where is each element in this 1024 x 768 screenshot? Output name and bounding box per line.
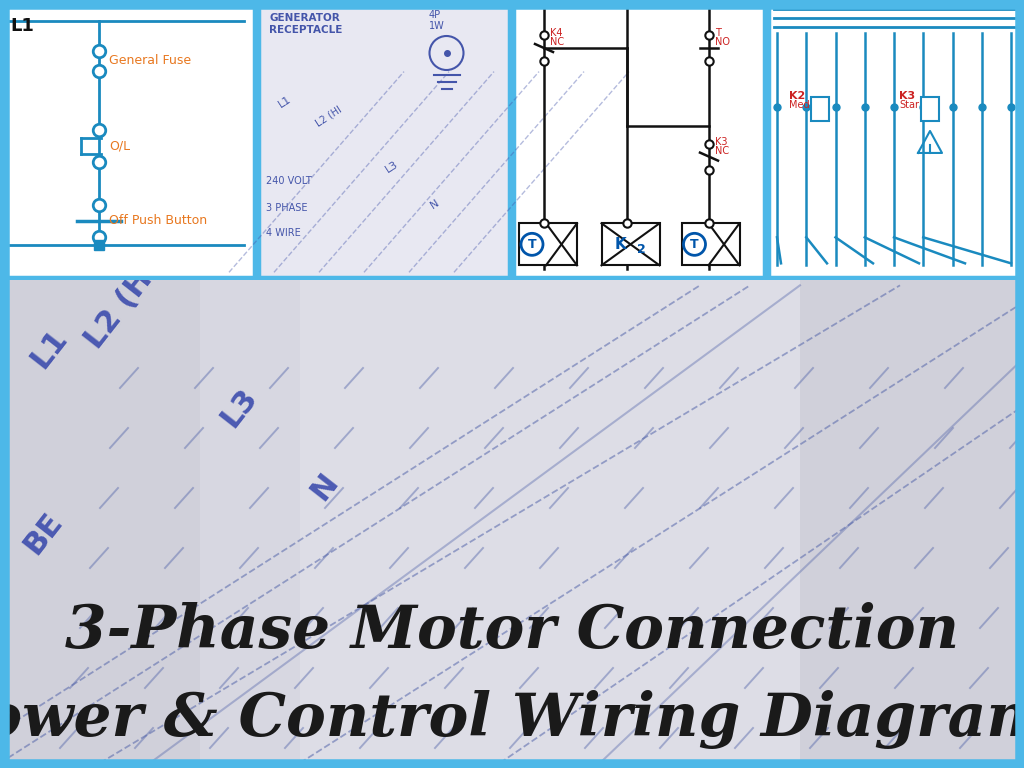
Text: K2: K2 [790, 91, 805, 101]
Bar [514, 3, 764, 277]
Text: NC: NC [715, 146, 729, 156]
Text: O/L: O/L [109, 140, 130, 153]
Text: K3: K3 [715, 137, 727, 147]
Text: L3: L3 [384, 160, 400, 175]
Text: L2 (HI LEG): L2 (HI LEG) [80, 186, 221, 355]
Text: GENERATOR: GENERATOR [269, 13, 340, 23]
Text: L3: L3 [215, 383, 263, 432]
Text: Off Push Button: Off Push Button [109, 214, 207, 227]
Bar [259, 3, 509, 277]
Text: L2 (HI: L2 (HI [314, 104, 344, 128]
Text: K: K [614, 237, 626, 252]
Text: 4 WIRE: 4 WIRE [266, 228, 301, 238]
Text: T: T [527, 238, 537, 251]
Bar [811, 97, 829, 121]
Text: BE: BE [18, 507, 68, 559]
Text: RECEPTACLE: RECEPTACLE [269, 25, 342, 35]
Text: L1: L1 [25, 324, 73, 374]
Text: L1: L1 [278, 94, 294, 109]
Bar [4, 3, 254, 277]
Text: N: N [429, 198, 441, 210]
Bar [921, 97, 939, 121]
Text: 3-Phase Motor Connection: 3-Phase Motor Connection [65, 602, 959, 660]
Bar [769, 3, 1019, 277]
Bar [601, 223, 659, 265]
Bar [0, 0, 1024, 280]
Bar [682, 223, 739, 265]
Text: T: T [690, 238, 698, 251]
Text: NO: NO [715, 37, 730, 47]
Text: T: T [715, 28, 721, 38]
Text: K3: K3 [899, 91, 915, 101]
Text: 1W: 1W [429, 21, 444, 31]
Bar [519, 223, 577, 265]
Text: Medium: Medium [790, 100, 828, 110]
Text: 3 PHASE: 3 PHASE [266, 204, 307, 214]
Text: 240 VOLT: 240 VOLT [266, 176, 311, 186]
Text: 2: 2 [637, 243, 645, 256]
Text: Power & Control Wiring Diagrams: Power & Control Wiring Diagrams [0, 690, 1024, 749]
Text: General Fuse: General Fuse [109, 55, 191, 68]
Bar [5, 280, 1019, 763]
Text: N: N [305, 468, 343, 506]
Text: 4P: 4P [429, 10, 441, 20]
Text: Star: Star [899, 100, 919, 110]
Bar [300, 280, 800, 763]
Text: K4: K4 [550, 28, 562, 38]
Text: L1: L1 [10, 17, 34, 35]
Text: NC: NC [550, 37, 564, 47]
Bar [200, 280, 800, 763]
